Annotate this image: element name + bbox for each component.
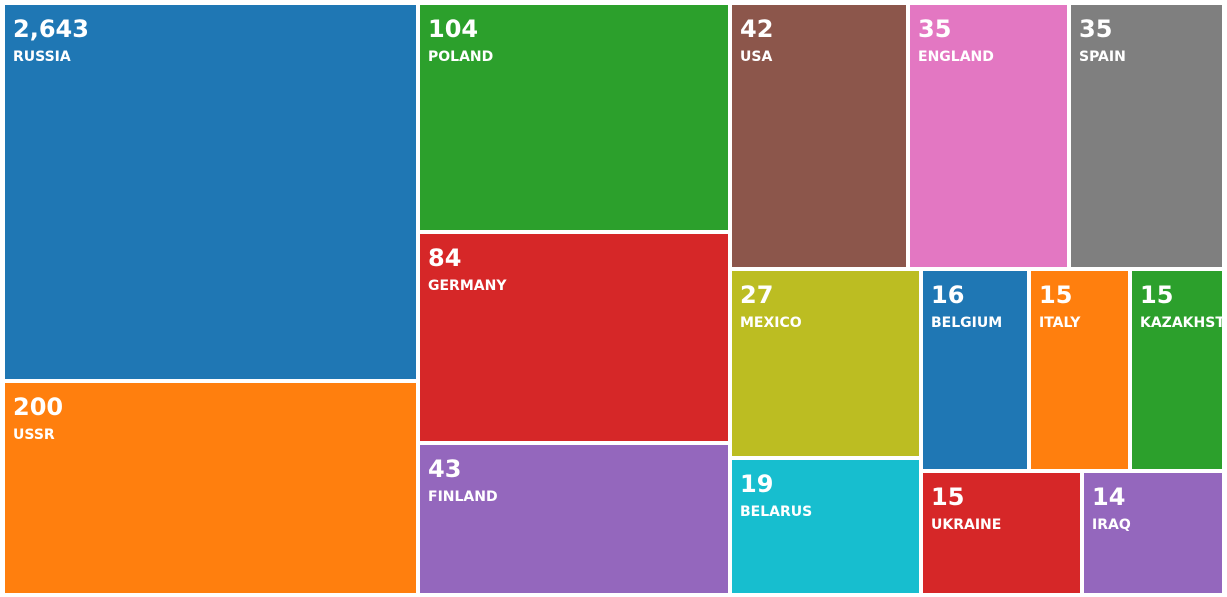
value-label: 15: [1039, 281, 1073, 309]
tile: 200 USSR: [5, 383, 416, 593]
tile: 104 POLAND: [420, 5, 728, 230]
value-label: 19: [740, 470, 774, 498]
tile: 42 USA: [732, 5, 906, 267]
value-label: 27: [740, 281, 774, 309]
tile: 35 ENGLAND: [910, 5, 1067, 267]
tile: 15 ITALY: [1031, 271, 1128, 469]
tile: 15 UKRAINE: [923, 473, 1080, 593]
value-label: 200: [13, 393, 64, 421]
category-label: POLAND: [428, 49, 494, 65]
tile: 15 KAZAKHSTAN: [1132, 271, 1222, 469]
value-label: 35: [918, 15, 952, 43]
category-label: RUSSIA: [13, 49, 71, 65]
value-label: 35: [1079, 15, 1113, 43]
category-label: USSR: [13, 427, 55, 443]
category-label: KAZAKHSTAN: [1140, 315, 1222, 331]
value-label: 14: [1092, 483, 1126, 511]
value-label: 16: [931, 281, 965, 309]
value-label: 43: [428, 455, 462, 483]
category-label: SPAIN: [1079, 49, 1126, 65]
category-label: GERMANY: [428, 278, 507, 294]
tile: 2,643 RUSSIA: [5, 5, 416, 379]
value-label: 84: [428, 244, 462, 272]
category-label: UKRAINE: [931, 517, 1002, 533]
category-label: ENGLAND: [918, 49, 994, 65]
value-label: 42: [740, 15, 774, 43]
value-label: 104: [428, 15, 479, 43]
category-label: USA: [740, 49, 773, 65]
category-label: BELARUS: [740, 504, 813, 520]
tile: 35 SPAIN: [1071, 5, 1222, 267]
tile: 14 IRAQ: [1084, 473, 1222, 593]
value-label: 2,643: [13, 15, 89, 43]
value-label: 15: [1140, 281, 1174, 309]
category-label: IRAQ: [1092, 517, 1131, 533]
tile: 19 BELARUS: [732, 460, 919, 593]
tile: 27 MEXICO: [732, 271, 919, 456]
category-label: MEXICO: [740, 315, 802, 331]
value-label: 15: [931, 483, 965, 511]
category-label: ITALY: [1039, 315, 1081, 331]
category-label: FINLAND: [428, 489, 498, 505]
category-label: BELGIUM: [931, 315, 1003, 331]
tile: 84 GERMANY: [420, 234, 728, 441]
tile: 16 BELGIUM: [923, 271, 1027, 469]
tile: 43 FINLAND: [420, 445, 728, 593]
